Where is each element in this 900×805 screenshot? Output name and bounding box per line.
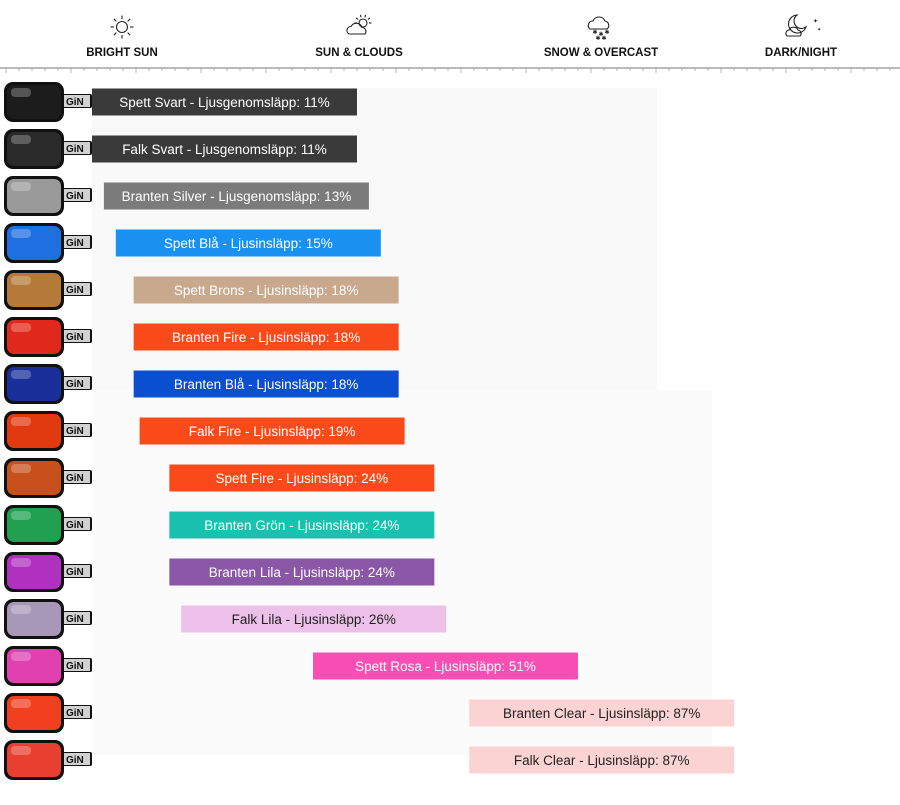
svg-text:GiN: GiN bbox=[66, 708, 84, 719]
goggle-image: GiN bbox=[4, 740, 92, 780]
svg-text:GiN: GiN bbox=[66, 614, 84, 625]
svg-text:GiN: GiN bbox=[66, 567, 84, 578]
x-axis bbox=[0, 67, 900, 73]
chart-header: BRIGHT SUN SUN & CLOUDS✱ ✱ ✱✱ ✱SNOW & OVERCA… bbox=[86, 14, 837, 59]
bar-label: Falk Lila - Ljusinsläpp: 26% bbox=[232, 612, 396, 627]
bar bbox=[469, 699, 735, 727]
condition-label: DARK/NIGHT bbox=[765, 47, 837, 59]
bar bbox=[133, 370, 399, 398]
goggle-image: GiN bbox=[4, 317, 92, 357]
condition-label: SUN & CLOUDS bbox=[315, 47, 403, 59]
bar-label: Falk Fire - Ljusinsläpp: 19% bbox=[189, 424, 356, 439]
bar-label: Branten Blå - Ljusinsläpp: 18% bbox=[174, 377, 359, 392]
svg-text:GiN: GiN bbox=[66, 97, 84, 108]
goggle-image: GiN bbox=[4, 693, 92, 733]
bar-label: Branten Clear - Ljusinsläpp: 87% bbox=[503, 706, 700, 721]
condition-label: BRIGHT SUN bbox=[86, 47, 158, 59]
svg-text:✱: ✱ bbox=[595, 35, 600, 42]
goggle-image: GiN bbox=[4, 223, 92, 263]
goggle-image: GiN bbox=[4, 505, 92, 545]
svg-text:✱: ✱ bbox=[592, 29, 597, 36]
goggle-image: GiN bbox=[4, 270, 92, 310]
goggle-image: GiN bbox=[4, 552, 92, 592]
svg-text:GiN: GiN bbox=[66, 332, 84, 343]
bar bbox=[313, 652, 578, 680]
bars: Spett Svart - Ljusgenomsläpp: 11% Falk Sv… bbox=[92, 88, 735, 774]
svg-text:✱: ✱ bbox=[598, 31, 603, 38]
goggle-image: GiN bbox=[4, 82, 92, 122]
svg-text:GiN: GiN bbox=[66, 755, 84, 766]
bar-label: Spett Brons - Ljusinsläpp: 18% bbox=[174, 283, 359, 298]
bar bbox=[133, 323, 399, 351]
bar bbox=[92, 135, 357, 163]
bar bbox=[469, 746, 735, 774]
bar bbox=[169, 558, 435, 586]
goggle-image: GiN bbox=[4, 599, 92, 639]
svg-text:✱: ✱ bbox=[601, 35, 606, 42]
svg-text:GiN: GiN bbox=[66, 520, 84, 531]
goggle-image: GiN bbox=[4, 176, 92, 216]
svg-text:GiN: GiN bbox=[66, 473, 84, 484]
bar-label: Falk Clear - Ljusinsläpp: 87% bbox=[514, 753, 690, 768]
bar bbox=[115, 229, 381, 257]
sun-icon bbox=[110, 15, 134, 39]
bar bbox=[169, 464, 435, 492]
svg-text:GiN: GiN bbox=[66, 426, 84, 437]
bar-label: Falk Svart - Ljusgenomsläpp: 11% bbox=[122, 142, 327, 157]
bar bbox=[181, 605, 447, 633]
bar bbox=[169, 511, 435, 539]
condition-label: SNOW & OVERCAST bbox=[544, 47, 658, 59]
snow-cloud-icon: ✱ ✱ ✱✱ ✱ bbox=[587, 16, 610, 42]
goggle-images: GiN GiN GiN GiN GiN GiN GiN GiN GiN GiN GiN GiN GiN G… bbox=[4, 82, 92, 780]
svg-text:GiN: GiN bbox=[66, 238, 84, 249]
svg-text:GiN: GiN bbox=[66, 379, 84, 390]
goggle-image: GiN bbox=[4, 364, 92, 404]
bar bbox=[103, 182, 369, 210]
bar-label: Branten Silver - Ljusgenomsläpp: 13% bbox=[122, 189, 352, 204]
sun-cloud-icon bbox=[346, 14, 372, 35]
moon-cloud-icon: ✦✦ bbox=[785, 14, 821, 37]
svg-text:✦: ✦ bbox=[813, 18, 818, 25]
goggle-image: GiN bbox=[4, 129, 92, 169]
bar bbox=[133, 276, 399, 304]
bar-label: Spett Fire - Ljusinsläpp: 24% bbox=[216, 471, 389, 486]
bar-label: Branten Grön - Ljusinsläpp: 24% bbox=[204, 518, 399, 533]
goggle-image: GiN bbox=[4, 411, 92, 451]
bar-label: Branten Lila - Ljusinsläpp: 24% bbox=[209, 565, 395, 580]
svg-text:GiN: GiN bbox=[66, 191, 84, 202]
svg-text:✦: ✦ bbox=[817, 27, 821, 33]
svg-text:GiN: GiN bbox=[66, 144, 84, 155]
goggle-image: GiN bbox=[4, 646, 92, 686]
bar-label: Spett Svart - Ljusgenomsläpp: 11% bbox=[119, 95, 330, 110]
bar-label: Spett Rosa - Ljusinsläpp: 51% bbox=[355, 659, 536, 674]
svg-text:✱: ✱ bbox=[604, 29, 609, 36]
goggle-image: GiN bbox=[4, 458, 92, 498]
bar bbox=[92, 88, 357, 116]
bar-label: Spett Blå - Ljusinsläpp: 15% bbox=[164, 236, 333, 251]
svg-text:GiN: GiN bbox=[66, 285, 84, 296]
svg-text:GiN: GiN bbox=[66, 661, 84, 672]
bar-label: Branten Fire - Ljusinsläpp: 18% bbox=[172, 330, 360, 345]
bar bbox=[139, 417, 405, 445]
